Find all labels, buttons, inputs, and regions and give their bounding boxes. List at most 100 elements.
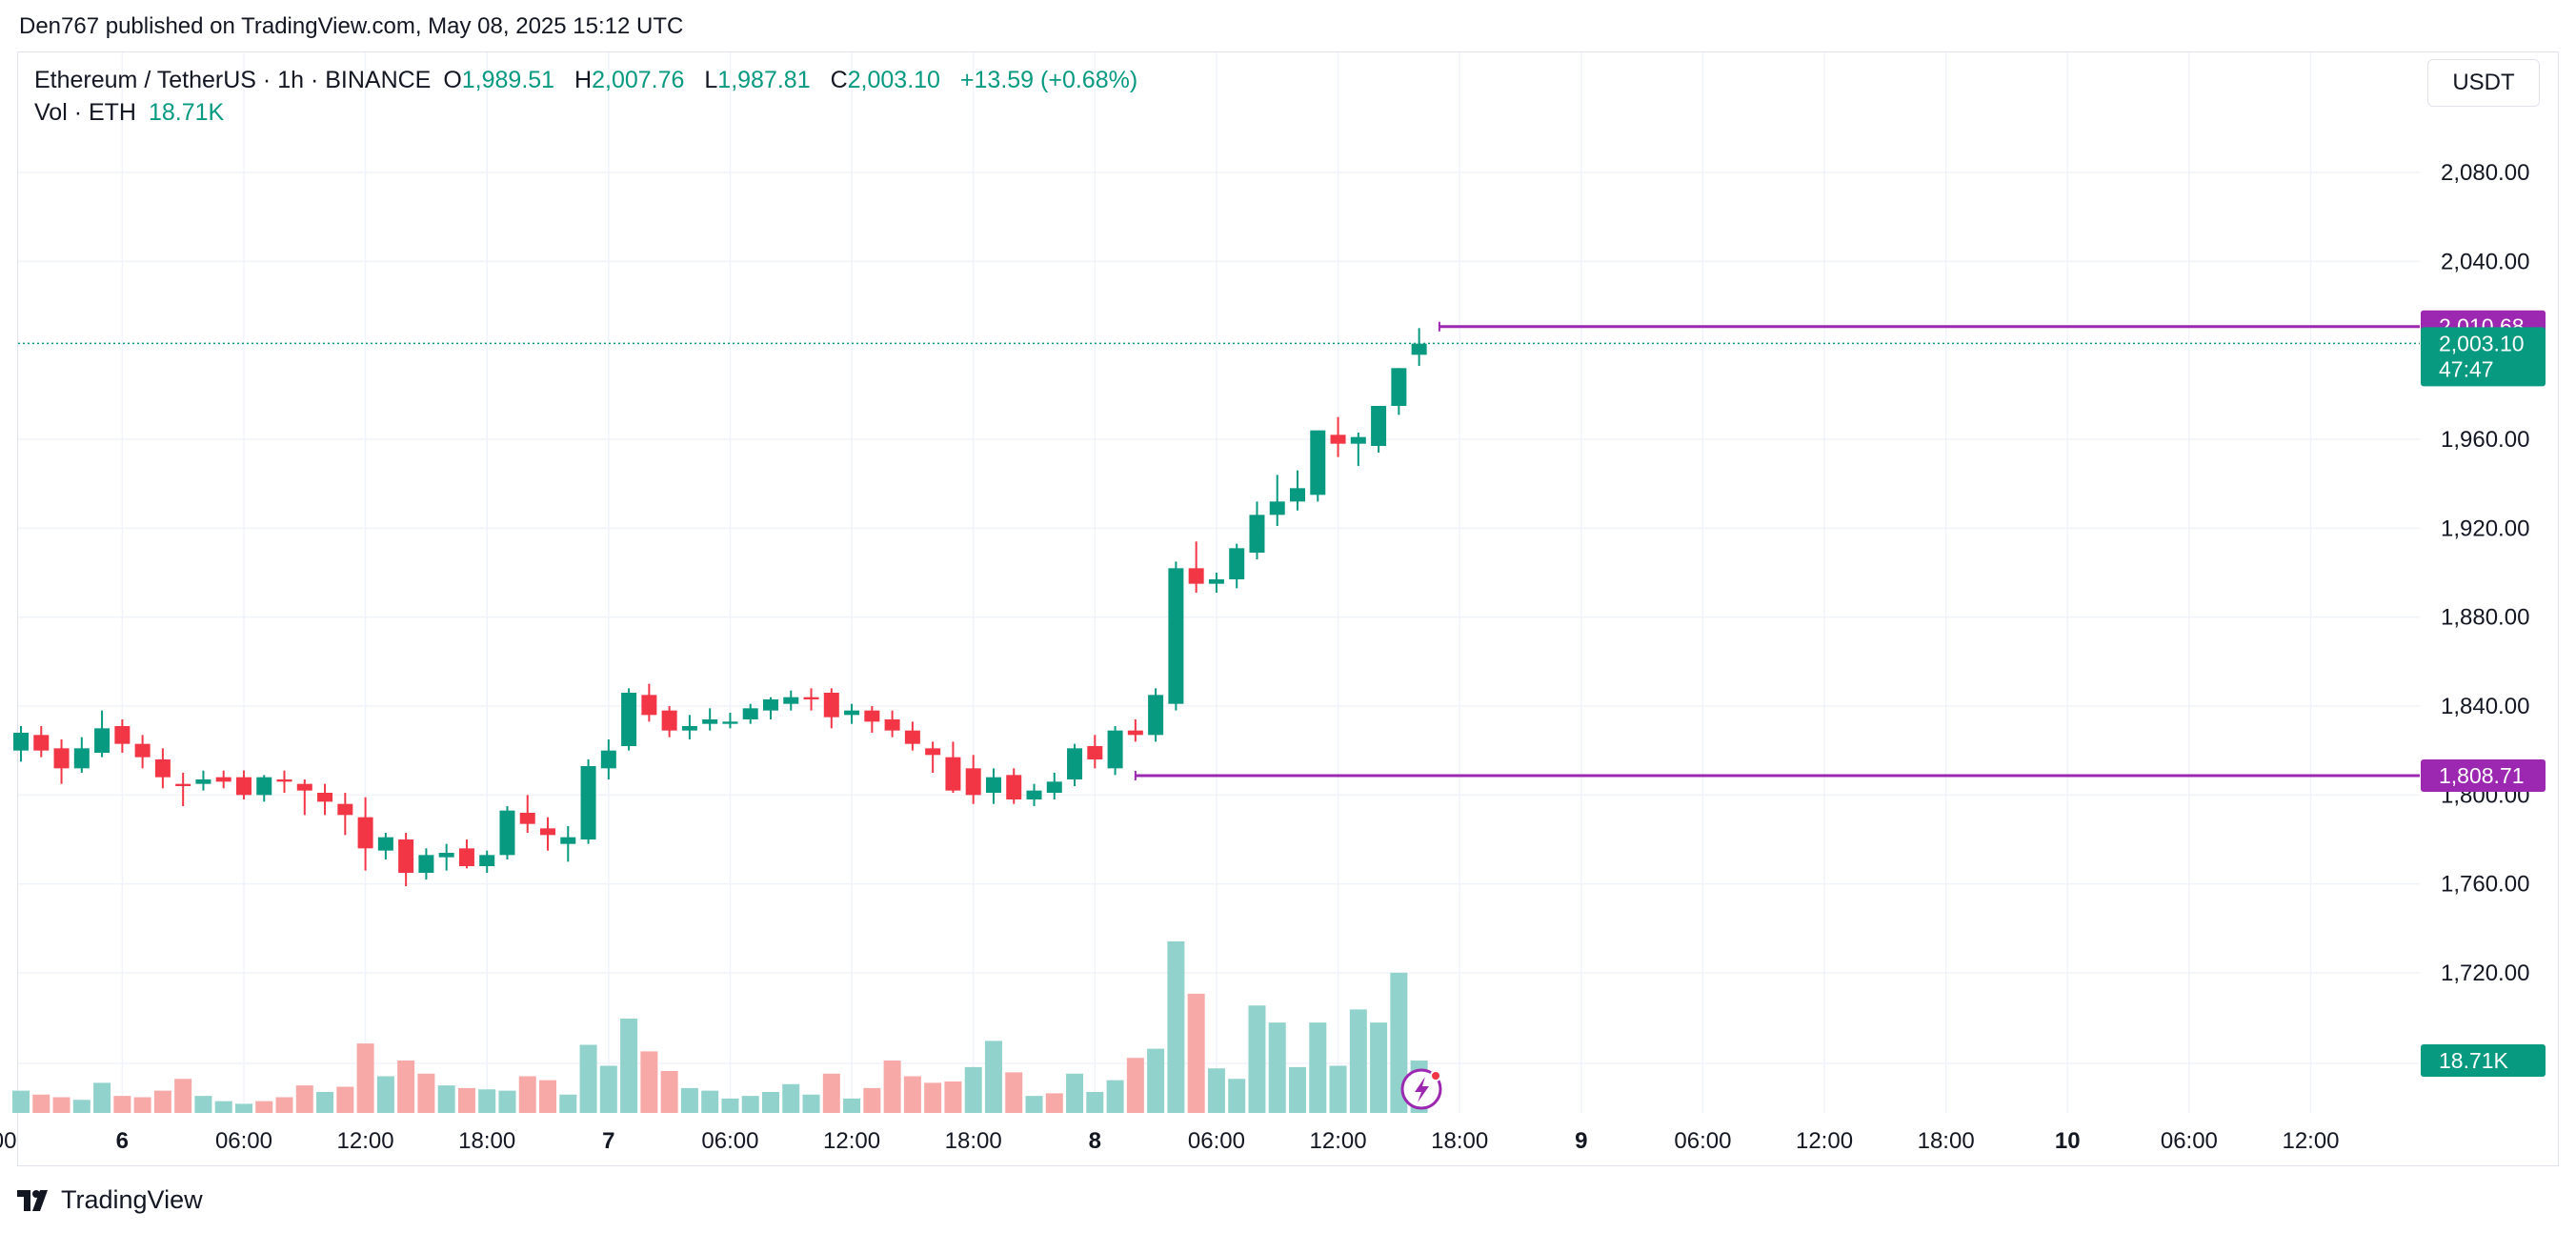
volume-bar	[660, 1071, 678, 1113]
volume-bar	[255, 1101, 273, 1113]
volume-bar	[1309, 1022, 1327, 1113]
candle-body	[276, 779, 292, 782]
volume-bar	[1289, 1066, 1307, 1113]
legend-vol-label[interactable]: Vol · ETH	[34, 99, 136, 126]
volume-bar	[316, 1092, 334, 1113]
volume-bar	[944, 1081, 962, 1113]
lightning-event-icon[interactable]	[1400, 1068, 1442, 1110]
x-axis-tick-label: 7	[602, 1128, 614, 1154]
candle-body	[540, 828, 556, 836]
candle-body	[1411, 343, 1427, 355]
volume-bar	[599, 1065, 617, 1113]
volume-bar	[1268, 1022, 1286, 1113]
candle-body	[175, 783, 191, 786]
volume-bar	[133, 1097, 151, 1113]
tradingview-logo-text: TradingView	[61, 1185, 203, 1214]
volume-bar	[1248, 1005, 1266, 1113]
volume-bar	[295, 1085, 313, 1113]
x-axis-tick-label: 12:00	[1796, 1128, 1853, 1154]
candle-body	[114, 726, 131, 744]
x-axis-tick-label: 18:00	[1431, 1128, 1488, 1154]
volume-bar	[153, 1090, 171, 1113]
candle-body	[377, 837, 393, 851]
candle-body	[1087, 746, 1103, 759]
candle-body	[884, 719, 900, 731]
level-price-badge	[2421, 759, 2546, 793]
candle-body	[783, 697, 799, 704]
volume-bar	[93, 1082, 111, 1113]
candle-body	[235, 777, 252, 796]
legend-high-label: H	[574, 67, 593, 93]
volume-bar	[680, 1087, 698, 1113]
candle-body	[1371, 406, 1387, 446]
volume-bar	[863, 1087, 881, 1113]
legend-open-label: O	[443, 67, 462, 93]
candle-body	[73, 748, 90, 769]
candle-body	[681, 726, 697, 731]
y-axis-tick-label: 1,960.00	[2441, 427, 2529, 453]
candle-body	[1006, 775, 1022, 799]
volume-badge-label: 18.71K	[2439, 1048, 2509, 1073]
legend-low: 1,987.81	[717, 67, 811, 93]
volume-bar	[559, 1094, 577, 1113]
candle-body	[296, 783, 312, 791]
candle-body	[13, 733, 29, 751]
volume-bar	[32, 1094, 50, 1113]
x-axis-tick-label: 18:00	[945, 1128, 1002, 1154]
volume-bar	[903, 1076, 921, 1113]
candle-body	[1148, 695, 1164, 736]
candle-body	[1310, 430, 1326, 495]
x-axis-tick-label: 10	[2055, 1128, 2081, 1154]
candle-body	[742, 708, 758, 719]
volume-bar	[52, 1097, 70, 1113]
x-axis-tick-label: 06:00	[215, 1128, 272, 1154]
x-axis-tick-label: 06:00	[1674, 1128, 1731, 1154]
legend-symbol[interactable]: Ethereum / TetherUS · 1h · BINANCE	[34, 67, 432, 93]
candle-body	[600, 750, 616, 769]
last-price-label: 2,003.10	[2439, 331, 2525, 355]
candle-body	[823, 693, 839, 718]
candle-body	[1269, 501, 1285, 515]
candle-body	[53, 748, 70, 769]
candle-body	[702, 719, 718, 724]
y-axis-tick-label: 1,760.00	[2441, 872, 2529, 898]
candle-body	[864, 710, 880, 722]
candle-body	[479, 855, 495, 866]
candle-body	[1229, 548, 1245, 579]
volume-bar	[518, 1076, 536, 1113]
legend-low-label: L	[704, 67, 718, 93]
candle-body	[357, 817, 373, 849]
candle-body	[458, 848, 474, 866]
candle-body	[1046, 781, 1062, 793]
volume-bar	[12, 1090, 30, 1113]
volume-bar	[417, 1073, 435, 1113]
volume-bar	[1106, 1080, 1124, 1113]
candle-body	[1391, 368, 1407, 406]
x-axis-tick-label: 06:00	[1188, 1128, 1245, 1154]
tradingview-logo[interactable]: TradingView	[17, 1185, 203, 1215]
volume-bar	[1005, 1072, 1023, 1113]
currency-button[interactable]: USDT	[2427, 59, 2540, 107]
candle-body	[519, 813, 535, 824]
y-axis-tick-label: 2,080.00	[2441, 160, 2529, 186]
legend-vol-value: 18.71K	[148, 99, 225, 126]
candle-body	[641, 695, 657, 716]
candle-body	[904, 730, 920, 744]
candle-body	[438, 853, 454, 858]
candle-body	[398, 839, 414, 873]
y-axis-tick-label: 1,920.00	[2441, 515, 2529, 541]
x-axis-tick-label: 6	[116, 1128, 129, 1154]
candle-body	[1249, 515, 1265, 553]
volume-bar	[1370, 1022, 1388, 1113]
candle-body	[1067, 748, 1083, 779]
candle-body	[154, 759, 171, 778]
volume-bar	[984, 1041, 1002, 1113]
volume-bar	[802, 1094, 820, 1113]
volume-bar	[1086, 1092, 1104, 1113]
volume-bar	[539, 1080, 557, 1113]
legend-change: +13.59 (+0.68%)	[959, 67, 1138, 93]
chart-frame[interactable]	[17, 51, 2559, 1166]
candle-body	[925, 748, 941, 756]
volume-bar	[1228, 1079, 1246, 1113]
